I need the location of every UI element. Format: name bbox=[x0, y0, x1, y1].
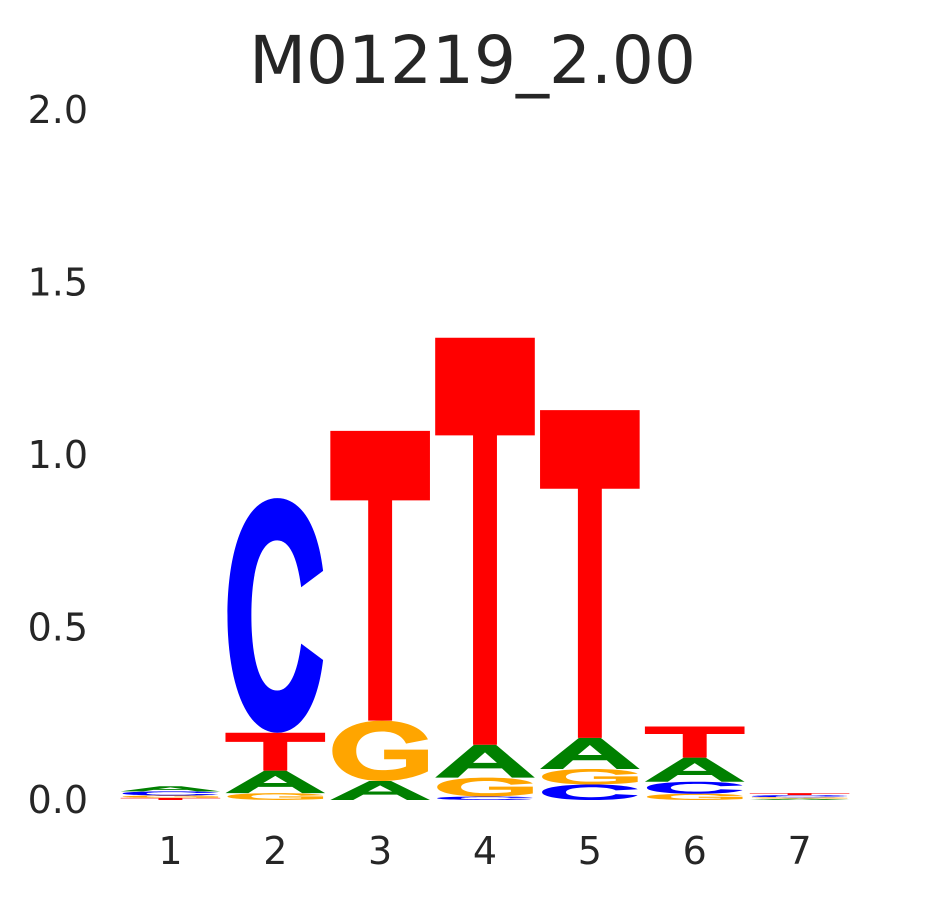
x-tick-label: 6 bbox=[683, 829, 707, 873]
letter-G bbox=[437, 777, 533, 797]
letter-T bbox=[435, 337, 535, 745]
x-tick-label: 5 bbox=[578, 829, 602, 873]
letter-stacks bbox=[120, 337, 850, 800]
x-tick-label: 7 bbox=[787, 829, 811, 873]
letter-T bbox=[225, 732, 326, 771]
y-tick-label: 0.5 bbox=[28, 606, 88, 650]
x-tick-label: 3 bbox=[368, 829, 392, 873]
logo-column bbox=[749, 793, 850, 800]
letter-G bbox=[751, 797, 848, 799]
x-tick-label: 1 bbox=[158, 829, 182, 873]
letter-A bbox=[540, 737, 640, 769]
logo-column bbox=[120, 786, 221, 800]
y-tick-label: 0.0 bbox=[28, 778, 88, 822]
letter-G bbox=[227, 793, 324, 800]
letter-G bbox=[542, 768, 638, 785]
letter-T bbox=[749, 793, 850, 796]
x-tick-label: 4 bbox=[473, 829, 497, 873]
chart-title: M01219_2.00 bbox=[249, 22, 696, 99]
letter-C bbox=[646, 781, 743, 794]
y-tick-label: 1.0 bbox=[28, 433, 88, 477]
x-axis-ticks: 1 2 3 4 5 6 7 bbox=[158, 829, 811, 873]
logo-column bbox=[435, 337, 535, 800]
logo-column bbox=[330, 430, 430, 800]
letter-G bbox=[646, 793, 743, 800]
y-tick-label: 1.5 bbox=[28, 261, 88, 305]
letter-C bbox=[542, 784, 638, 800]
letter-C bbox=[751, 795, 848, 798]
letter-C bbox=[437, 796, 533, 800]
letter-C bbox=[227, 498, 324, 733]
logo-column bbox=[540, 410, 640, 800]
letter-T bbox=[120, 797, 221, 800]
x-tick-label: 2 bbox=[263, 829, 287, 873]
y-axis-ticks: 0.0 0.5 1.0 1.5 2.0 bbox=[28, 88, 88, 822]
logo-column bbox=[644, 726, 745, 800]
letter-A bbox=[120, 786, 221, 792]
y-tick-label: 2.0 bbox=[28, 88, 88, 132]
letter-G bbox=[332, 720, 428, 782]
letter-G bbox=[122, 795, 219, 798]
letter-A bbox=[435, 744, 535, 778]
letter-T bbox=[644, 726, 745, 758]
letter-A bbox=[225, 770, 326, 794]
letter-A bbox=[749, 798, 850, 800]
logo-column bbox=[225, 498, 326, 800]
letter-A bbox=[330, 781, 430, 800]
letter-T bbox=[330, 430, 430, 721]
letter-T bbox=[540, 410, 640, 738]
letter-C bbox=[122, 791, 219, 796]
letter-A bbox=[644, 757, 745, 782]
